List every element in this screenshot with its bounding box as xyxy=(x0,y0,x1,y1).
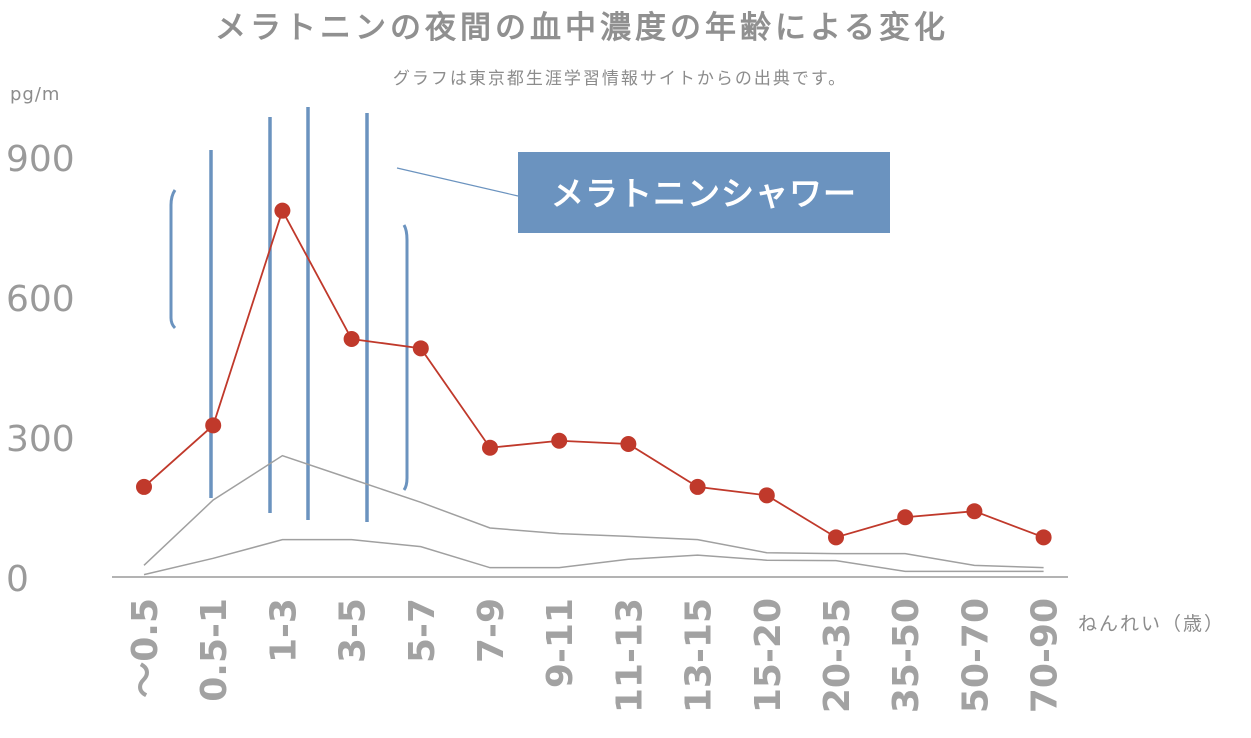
y-tick-label: 900 xyxy=(6,139,75,180)
x-axis-label: ねんれい（歳） xyxy=(1078,613,1225,635)
shower-bar xyxy=(169,189,177,330)
x-tick-label: 50-70 xyxy=(955,598,996,713)
x-tick-label: 9-11 xyxy=(540,598,581,688)
annotation-text: メラトニンシャワー xyxy=(551,174,857,213)
x-tick-label: 35-50 xyxy=(886,598,927,713)
x-tick-label: 5-7 xyxy=(402,598,443,663)
x-tick-labels: ～0.5 0.5-1 1-3 3-5 5-7 7-9 9-11 11-13 13-15 15-20… xyxy=(125,598,1066,713)
data-point xyxy=(758,487,775,504)
data-point xyxy=(274,202,291,219)
y-tick-label: 600 xyxy=(6,279,75,320)
chart-subtitle: グラフは東京都生涯学習情報サイトからの出典です。 xyxy=(393,69,847,89)
data-point xyxy=(897,509,914,526)
x-tick-label: 11-13 xyxy=(609,598,650,713)
annotation-leader-line xyxy=(396,167,519,197)
x-tick-label: 15-20 xyxy=(748,598,789,713)
x-tick-label: 1-3 xyxy=(263,598,304,663)
data-point xyxy=(412,340,429,357)
chart-title: メラトニンの夜間の血中濃度の年齢による変化 xyxy=(215,10,949,46)
x-tick-label: 70-90 xyxy=(1025,598,1066,713)
shower-bar xyxy=(402,224,409,491)
data-point xyxy=(828,529,844,546)
data-point xyxy=(551,432,568,449)
series-line-0 xyxy=(143,208,1044,539)
data-point xyxy=(1035,529,1052,546)
y-axis-unit: pg/m xyxy=(10,84,60,105)
x-tick-label: 7-9 xyxy=(471,598,512,663)
data-point xyxy=(482,439,498,456)
series-line-1 xyxy=(143,454,1044,569)
x-tick-label: 20-35 xyxy=(817,598,858,713)
x-tick-label: 0.5-1 xyxy=(194,598,235,702)
y-tick-label: 0 xyxy=(6,559,29,600)
data-point xyxy=(966,503,983,520)
data-point xyxy=(343,331,360,347)
series-layer xyxy=(136,202,1052,576)
data-point xyxy=(205,417,222,434)
x-tick-label: 13-15 xyxy=(679,598,720,713)
x-tick-label: 3-5 xyxy=(333,598,374,663)
data-point xyxy=(620,436,637,452)
y-tick-labels: 0 300 600 900 xyxy=(6,139,75,600)
y-tick-label: 300 xyxy=(6,419,75,460)
x-tick-label: ～0.5 xyxy=(125,598,166,698)
data-point xyxy=(689,478,706,495)
data-point xyxy=(136,478,152,495)
melatonin-shower-bars xyxy=(169,107,409,522)
series-line-2 xyxy=(143,538,1044,576)
annotation-box xyxy=(518,152,890,233)
